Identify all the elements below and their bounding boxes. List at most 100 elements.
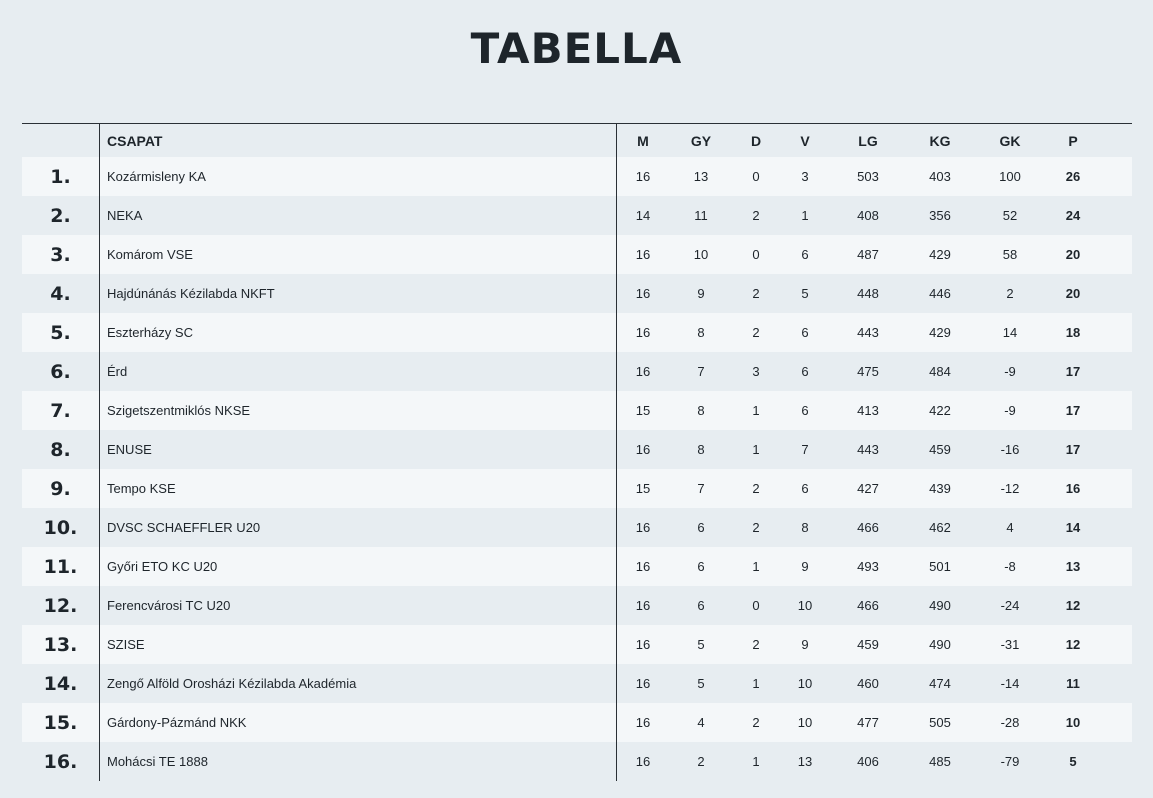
matches-cell: 16 [635, 715, 651, 730]
header-goals-for: LG [858, 132, 878, 149]
team-name-cell: Győri ETO KC U20 [100, 547, 617, 586]
rank-cell: 13. [22, 625, 100, 664]
rank-cell: 12. [22, 586, 100, 625]
points-cell: 17 [1065, 364, 1081, 379]
wins-cell: 7 [697, 364, 705, 379]
losses-cell: 1 [801, 208, 809, 223]
draws-cell: 1 [752, 442, 760, 457]
matches-cell: 15 [635, 481, 651, 496]
losses-cell: 9 [801, 637, 809, 652]
goal-difference-cell: -79 [1000, 754, 1020, 769]
wins-cell: 8 [697, 403, 705, 418]
losses-cell: 3 [801, 169, 809, 184]
draws-cell: 2 [752, 481, 760, 496]
goals-for-cell: 406 [857, 754, 879, 769]
team-name-cell: Ferencvárosi TC U20 [100, 586, 617, 625]
points-cell: 12 [1065, 598, 1081, 613]
goal-difference-cell: 58 [1002, 247, 1018, 262]
goals-against-cell: 484 [929, 364, 951, 379]
draws-cell: 2 [752, 715, 760, 730]
points-cell: 16 [1065, 481, 1081, 496]
goals-against-cell: 505 [929, 715, 951, 730]
goals-against-cell: 462 [929, 520, 951, 535]
draws-cell: 1 [752, 559, 760, 574]
wins-cell: 4 [697, 715, 705, 730]
losses-cell: 6 [801, 481, 809, 496]
points-cell: 14 [1065, 520, 1081, 535]
matches-cell: 16 [635, 559, 651, 574]
goals-for-cell: 460 [857, 676, 879, 691]
goals-for-cell: 477 [857, 715, 879, 730]
matches-cell: 16 [635, 676, 651, 691]
losses-cell: 10 [797, 598, 813, 613]
goals-for-cell: 443 [857, 442, 879, 457]
goal-difference-cell: -14 [1000, 676, 1020, 691]
points-cell: 20 [1065, 247, 1081, 262]
points-cell: 5 [1069, 754, 1077, 769]
table-row: 15. Gárdony-Pázmánd NKK 16 4 2 10 477 505 -28 10 [22, 703, 1132, 742]
wins-cell: 6 [697, 559, 705, 574]
losses-cell: 6 [801, 247, 809, 262]
goals-for-cell: 448 [857, 286, 879, 301]
matches-cell: 14 [635, 208, 651, 223]
team-name-cell: Mohácsi TE 1888 [100, 742, 617, 781]
draws-cell: 3 [752, 364, 760, 379]
points-cell: 13 [1065, 559, 1081, 574]
header-matches: M [637, 132, 649, 149]
matches-cell: 16 [635, 364, 651, 379]
draws-cell: 2 [752, 208, 760, 223]
header-goal-difference: GK [999, 132, 1021, 149]
table-row: 7. Szigetszentmiklós NKSE 15 8 1 6 413 422 -9 17 [22, 391, 1132, 430]
points-cell: 17 [1065, 442, 1081, 457]
losses-cell: 5 [801, 286, 809, 301]
goal-difference-cell: 4 [1006, 520, 1014, 535]
draws-cell: 0 [752, 169, 760, 184]
goal-difference-cell: -24 [1000, 598, 1020, 613]
goals-for-cell: 493 [857, 559, 879, 574]
table-row: 2. NEKA 14 11 2 1 408 356 52 24 [22, 196, 1132, 235]
goal-difference-cell: 52 [1002, 208, 1018, 223]
points-cell: 18 [1065, 325, 1081, 340]
wins-cell: 8 [697, 442, 705, 457]
rank-cell: 7. [22, 391, 100, 430]
rank-cell: 14. [22, 664, 100, 703]
goals-for-cell: 503 [857, 169, 879, 184]
points-cell: 11 [1066, 676, 1080, 691]
rank-cell: 6. [22, 352, 100, 391]
matches-cell: 16 [635, 286, 651, 301]
rank-cell: 11. [22, 547, 100, 586]
standings-table: CSAPAT M GY D V LG KG GK P 1. Kozármislen… [22, 123, 1132, 781]
wins-cell: 8 [697, 325, 705, 340]
goals-for-cell: 459 [857, 637, 879, 652]
table-row: 9. Tempo KSE 15 7 2 6 427 439 -12 16 [22, 469, 1132, 508]
matches-cell: 16 [635, 637, 651, 652]
wins-cell: 5 [697, 637, 705, 652]
matches-cell: 15 [635, 403, 651, 418]
losses-cell: 7 [801, 442, 809, 457]
goal-difference-cell: 14 [1002, 325, 1018, 340]
wins-cell: 2 [697, 754, 705, 769]
goal-difference-cell: -8 [1004, 559, 1016, 574]
header-draws: D [750, 132, 762, 149]
draws-cell: 1 [752, 676, 760, 691]
goals-for-cell: 413 [857, 403, 879, 418]
goals-for-cell: 443 [857, 325, 879, 340]
wins-cell: 9 [697, 286, 705, 301]
goals-for-cell: 487 [857, 247, 879, 262]
goal-difference-cell: -31 [1000, 637, 1020, 652]
points-cell: 24 [1065, 208, 1081, 223]
goals-for-cell: 408 [857, 208, 879, 223]
team-name-cell: Gárdony-Pázmánd NKK [100, 703, 617, 742]
goals-for-cell: 427 [857, 481, 879, 496]
points-cell: 17 [1065, 403, 1081, 418]
rank-cell: 5. [22, 313, 100, 352]
draws-cell: 2 [752, 325, 760, 340]
goals-against-cell: 474 [929, 676, 951, 691]
points-cell: 10 [1065, 715, 1081, 730]
losses-cell: 10 [797, 676, 813, 691]
goals-against-cell: 439 [929, 481, 951, 496]
matches-cell: 16 [635, 598, 651, 613]
draws-cell: 1 [752, 754, 760, 769]
draws-cell: 1 [752, 403, 760, 418]
table-body: 1. Kozármisleny KA 16 13 0 3 503 403 100 26 2. NEKA… [22, 157, 1132, 781]
